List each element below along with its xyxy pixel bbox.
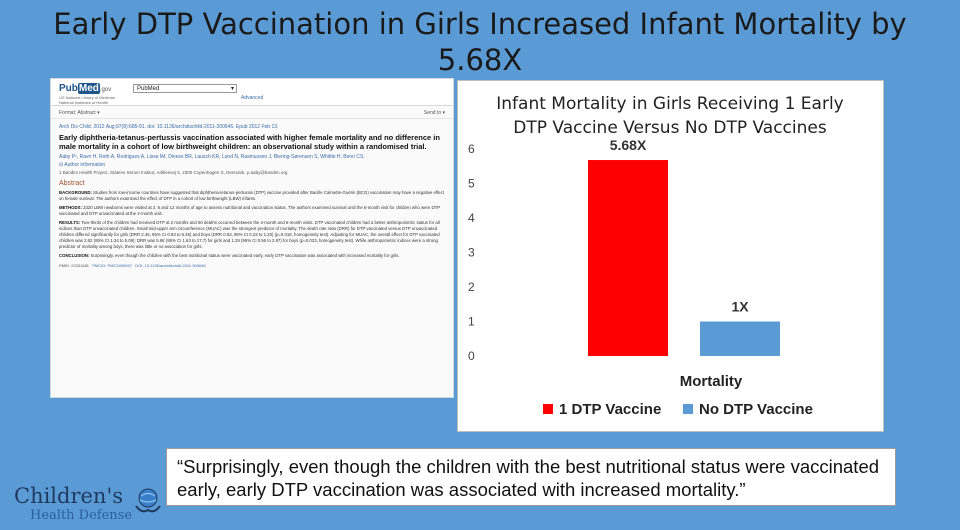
pubmed-article-screenshot: PubMed.gov US National Library of Medici… [50, 78, 454, 398]
bar-data-label: 1X [731, 299, 749, 315]
bar-no-dtp-vaccine [700, 321, 780, 356]
logo-line1: Children's [14, 484, 124, 508]
bars: 5.68X 1X [588, 137, 780, 356]
y-tick-label: 3 [468, 246, 475, 260]
abstract-background: BACKGROUND: Studies from low-income coun… [59, 190, 444, 201]
legend-label: No DTP Vaccine [699, 401, 813, 418]
author-list: Aaby P¹, Ravn H, Roth A, Rodrigues A, Li… [59, 154, 365, 160]
abstract-heading: Abstract [59, 180, 85, 187]
chart-title-line2: DTP Vaccine Versus No DTP Vaccines [513, 118, 827, 138]
format-bar: Format: Abstract ▾ Send to ▾ [51, 106, 453, 119]
legend-swatch [683, 404, 693, 414]
y-tick-label: 2 [468, 280, 475, 294]
globe-hands-icon [135, 488, 161, 513]
y-tick-label: 0 [468, 349, 475, 363]
article-title: Early diphtheria-tetanus-pertussis vacci… [59, 133, 440, 151]
advanced-search-link: Advanced [241, 95, 264, 101]
affiliation: 1 Bandim Health Project, Statens Serum I… [59, 170, 288, 175]
citation: Arch Dis Child. 2012 Aug;97(8):685-91. d… [59, 124, 279, 130]
childrens-health-defense-logo: Children's Health Defense [14, 484, 164, 528]
article-body: Arch Dis Child. 2012 Aug;97(8):685-91. d… [51, 119, 453, 271]
database-select: PubMed ▾ [133, 84, 237, 93]
bar-data-label: 5.68X [610, 137, 647, 153]
logo-line2: Health Defense [30, 508, 133, 523]
abstract-conclusion: CONCLUSION: Surprisingly, even though th… [59, 253, 400, 258]
abstract-methods: METHODS: 2320 LBW newborns were visited … [59, 205, 441, 216]
abstract-results: RESULTS: Two-thirds of the children had … [59, 220, 440, 249]
legend-swatch [543, 404, 553, 414]
legend: 1 DTP Vaccine No DTP Vaccine [543, 401, 813, 418]
pubmed-logo: PubMed.gov [59, 83, 112, 94]
slide-title-line1: Early DTP Vaccination in Girls Increased… [53, 7, 907, 41]
bar-dtp-vaccine [588, 160, 668, 356]
send-to-label: Send to ▾ [423, 110, 445, 116]
mortality-bar-chart: Infant Mortality in Girls Receiving 1 Ea… [457, 80, 884, 432]
y-tick-label: 4 [468, 211, 475, 225]
y-tick-label: 6 [468, 142, 475, 156]
slide-title: Early DTP Vaccination in Girls Increased… [0, 6, 960, 78]
x-axis-label: Mortality [680, 373, 743, 390]
format-label: Format: Abstract ▾ [59, 110, 100, 116]
pubmed-header: PubMed.gov US National Library of Medici… [51, 79, 453, 106]
chevron-down-icon: ▾ [230, 86, 234, 92]
article-identifiers: PMID: 22331681 PMCID: PMC3400557 DOI: 10… [59, 263, 206, 268]
chart-title-line1: Infant Mortality in Girls Receiving 1 Ea… [496, 94, 843, 114]
author-information-toggle: ⊟ Author information [59, 162, 106, 168]
y-tick-label: 5 [468, 177, 475, 191]
slide-title-line2: 5.68X [437, 43, 523, 77]
chart-svg: Infant Mortality in Girls Receiving 1 Ea… [468, 94, 844, 418]
y-tick-label: 1 [468, 315, 475, 329]
pubmed-logo-subtitle: US National Library of Medicine National… [59, 95, 116, 105]
y-axis: 0 1 2 3 4 5 6 [468, 142, 475, 363]
legend-label: 1 DTP Vaccine [559, 401, 661, 418]
quote-box: “Surprisingly, even though the children … [166, 448, 896, 506]
